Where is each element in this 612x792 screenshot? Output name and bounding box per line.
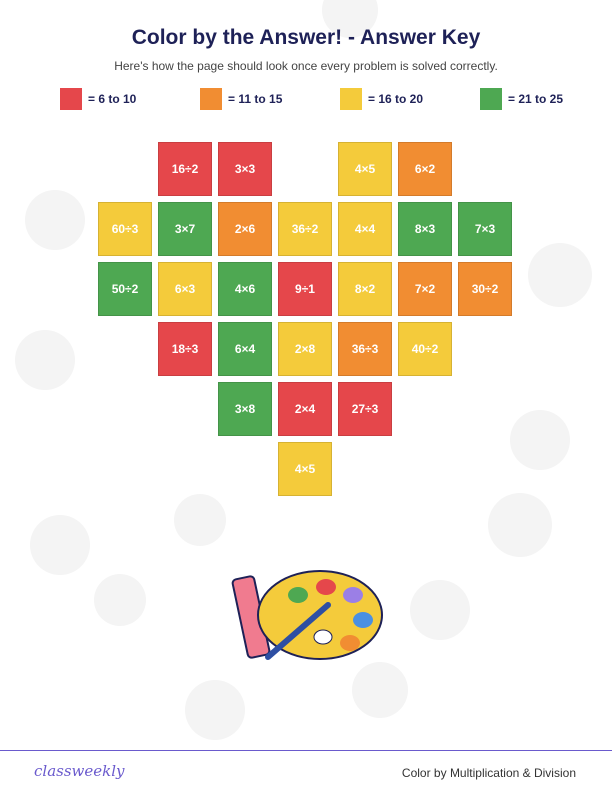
grid-cell: 36÷3 xyxy=(338,322,392,376)
grid-cell: 7×2 xyxy=(398,262,452,316)
grid-cell: 16÷2 xyxy=(158,142,212,196)
legend-label: = 21 to 25 xyxy=(508,92,564,106)
grid-cell: 2×8 xyxy=(278,322,332,376)
legend-swatch xyxy=(340,88,362,110)
legend-swatch xyxy=(60,88,82,110)
grid-cell: 6×2 xyxy=(398,142,452,196)
grid-cell: 4×4 xyxy=(338,202,392,256)
legend-label: = 16 to 20 xyxy=(368,92,424,106)
legend-item: = 6 to 10 xyxy=(60,88,136,110)
grid-cell: 30÷2 xyxy=(458,262,512,316)
grid-cell: 6×3 xyxy=(158,262,212,316)
grid-cell: 4×5 xyxy=(338,142,392,196)
brand: classweekly xyxy=(34,762,125,780)
grid-cell: 8×2 xyxy=(338,262,392,316)
legend-swatch xyxy=(480,88,502,110)
palette-illustration xyxy=(231,570,383,660)
legend-item: = 11 to 15 xyxy=(200,88,282,110)
legend-swatch xyxy=(200,88,222,110)
grid-cell: 50÷2 xyxy=(98,262,152,316)
subtitle: Here's how the page should look once eve… xyxy=(114,59,498,73)
title: Color by the Answer! - Answer Key xyxy=(131,26,481,49)
footer-rule xyxy=(0,750,612,751)
legend-label: = 6 to 10 xyxy=(88,92,137,106)
grid-cell: 3×8 xyxy=(218,382,272,436)
grid-cell: 27÷3 xyxy=(338,382,392,436)
grid-cell: 40÷2 xyxy=(398,322,452,376)
grid-cell: 6×4 xyxy=(218,322,272,376)
legend-item: = 16 to 20 xyxy=(340,88,423,110)
grid-cell: 3×7 xyxy=(158,202,212,256)
footer-topic: Color by Multiplication & Division xyxy=(401,766,576,780)
grid-cell: 3×3 xyxy=(218,142,272,196)
grid-cell: 4×5 xyxy=(278,442,332,496)
grid-cell: 8×3 xyxy=(398,202,452,256)
legend-label: = 11 to 15 xyxy=(228,92,283,106)
grid-cell: 2×4 xyxy=(278,382,332,436)
grid-cell: 36÷2 xyxy=(278,202,332,256)
grid-cell: 9÷1 xyxy=(278,262,332,316)
grid-cell: 60÷3 xyxy=(98,202,152,256)
grid-cell: 18÷3 xyxy=(158,322,212,376)
grid-cell: 7×3 xyxy=(458,202,512,256)
legend-item: = 21 to 25 xyxy=(480,88,563,110)
grid-cell: 4×6 xyxy=(218,262,272,316)
grid-cell: 2×6 xyxy=(218,202,272,256)
